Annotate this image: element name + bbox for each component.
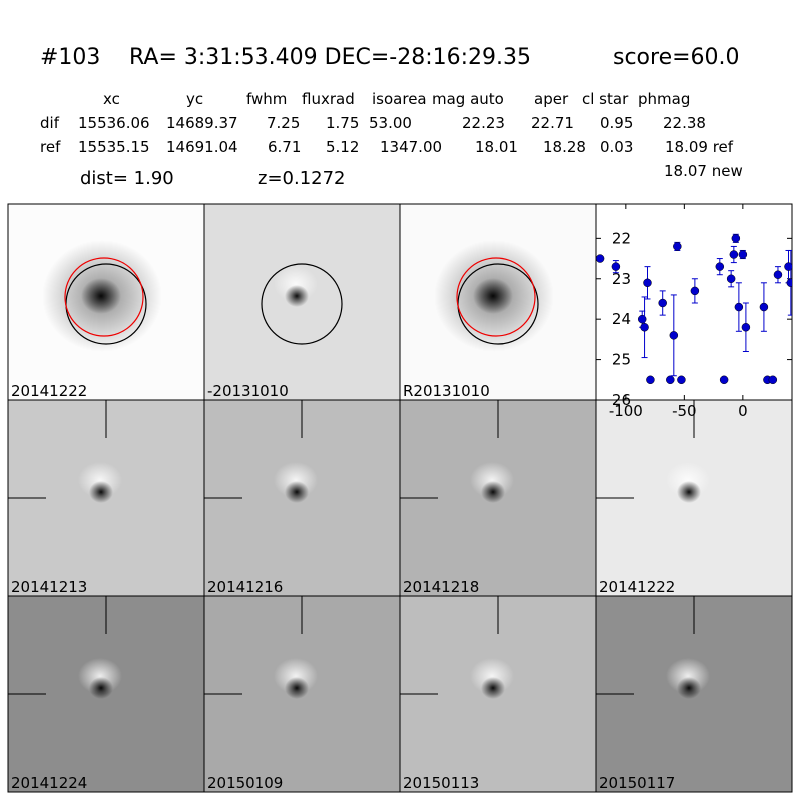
column-header: cl star xyxy=(582,90,629,108)
point xyxy=(726,274,736,284)
point xyxy=(669,331,679,340)
table-cell: 18.01 xyxy=(475,138,518,156)
panel-label: 20150117 xyxy=(599,774,675,792)
table-cell: 18.28 xyxy=(543,138,586,156)
column-header: xc xyxy=(103,90,120,108)
x-tick-label: 0 xyxy=(738,402,748,420)
table-cell: 0.03 xyxy=(600,138,633,156)
table-cell: 1.75 xyxy=(326,114,359,132)
table-cell: 0.95 xyxy=(600,114,633,132)
panel-label: 20150113 xyxy=(403,774,479,792)
source xyxy=(481,677,505,699)
table-cell: 15536.06 xyxy=(78,114,150,132)
point xyxy=(719,375,729,385)
point xyxy=(643,278,652,288)
panel-label: 20150109 xyxy=(207,774,283,792)
source xyxy=(677,677,701,699)
row-label: dif xyxy=(40,114,60,132)
point xyxy=(768,375,778,385)
source xyxy=(89,481,113,503)
table-cell: 53.00 xyxy=(369,114,412,132)
point xyxy=(759,302,769,312)
panel-label: 20141222 xyxy=(599,578,675,596)
table-cell: 5.12 xyxy=(326,138,359,156)
aperture xyxy=(261,263,343,345)
column-header: fluxrad xyxy=(302,90,355,108)
point xyxy=(738,250,748,259)
panel-label: -20131010 xyxy=(207,382,289,400)
plot-area xyxy=(595,203,793,401)
panel-label: 20141224 xyxy=(11,774,87,792)
x-tick-label: -100 xyxy=(609,402,643,420)
panel-label: 20141216 xyxy=(207,578,283,596)
point xyxy=(666,375,675,385)
source xyxy=(285,481,309,503)
column-header: phmag xyxy=(638,90,690,108)
point xyxy=(784,262,792,271)
point xyxy=(690,286,700,296)
column-header: isoarea xyxy=(372,90,427,108)
source xyxy=(81,278,121,314)
table-cell: 22.23 xyxy=(462,114,505,132)
object-id: #103 xyxy=(40,45,100,70)
table-cell: 1347.00 xyxy=(380,138,442,156)
point xyxy=(786,278,792,288)
table-cell: 22.71 xyxy=(531,114,574,132)
distance: dist= 1.90 xyxy=(80,168,174,189)
score: score=60.0 xyxy=(613,45,740,70)
column-header: yc xyxy=(186,90,203,108)
column-header: mag auto xyxy=(432,90,504,108)
table-cell: 14689.37 xyxy=(166,114,238,132)
source xyxy=(89,677,113,699)
table-cell: 18.09 ref xyxy=(665,138,734,156)
point xyxy=(596,254,605,263)
point xyxy=(731,234,741,243)
point xyxy=(715,262,725,271)
aperture-ref xyxy=(456,257,536,337)
panel-label: 20141213 xyxy=(11,578,87,596)
coordinates: RA= 3:31:53.409 DEC=-28:16:29.35 xyxy=(129,45,531,70)
point xyxy=(773,270,783,279)
source xyxy=(285,285,309,307)
panel-label: 20141218 xyxy=(403,578,479,596)
panel-label: R20131010 xyxy=(403,382,490,400)
y-tick-label: 24 xyxy=(612,310,631,328)
column-header: aper xyxy=(534,90,569,108)
point xyxy=(658,298,667,308)
source xyxy=(285,677,309,699)
table-cell: 7.25 xyxy=(267,114,300,132)
point xyxy=(741,323,751,332)
row-label: ref xyxy=(40,138,61,156)
redshift: z=0.1272 xyxy=(258,168,346,189)
column-header: fwhm xyxy=(246,90,287,108)
source xyxy=(473,278,513,314)
point xyxy=(729,250,739,259)
table-cell: 6.71 xyxy=(268,138,301,156)
source xyxy=(677,481,701,503)
point xyxy=(677,375,686,385)
points xyxy=(596,233,792,385)
phmag-new: 18.07 new xyxy=(664,162,743,180)
x-tick-label: -50 xyxy=(672,402,697,420)
table-cell: 22.38 xyxy=(663,114,706,132)
point xyxy=(673,242,682,251)
point xyxy=(611,262,621,271)
table-cell: 14691.04 xyxy=(166,138,238,156)
y-tick-label: 25 xyxy=(612,351,631,369)
y-tick-label: 23 xyxy=(612,270,631,288)
point xyxy=(734,302,744,312)
source xyxy=(481,481,505,503)
y-tick-label: 22 xyxy=(612,229,631,247)
table-cell: 15535.15 xyxy=(78,138,150,156)
point xyxy=(640,323,649,332)
point xyxy=(646,375,655,385)
aperture-ref xyxy=(64,257,144,337)
panel-label: 20141222 xyxy=(11,382,87,400)
